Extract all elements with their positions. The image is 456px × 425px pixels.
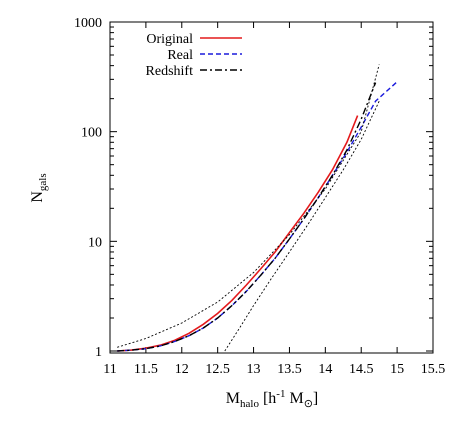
envelope-line-4 — [224, 100, 380, 352]
x-axis-label-mid: [h — [259, 390, 276, 407]
x-axis-label-tail: M — [285, 390, 303, 407]
x-axis-label-sup: -1 — [276, 388, 285, 400]
x-tick-label: 13.5 — [277, 362, 302, 377]
y-tick-label: 1000 — [74, 16, 102, 31]
series-line-original — [117, 115, 359, 352]
tick-labels: 11 11.5 12 12.5 13 13.5 14 14.5 15 15.5 1 10 100 1000 — [74, 16, 445, 377]
y-axis-label-sub: gals — [37, 173, 49, 191]
x-axis-label-sub: halo — [240, 398, 259, 410]
envelope-line-3 — [117, 64, 380, 348]
x-tick-label: 13 — [247, 362, 261, 377]
y-tick-label: 10 — [88, 235, 102, 250]
tick-marks — [109, 21, 434, 353]
y-axis-label-main: N — [29, 191, 46, 203]
x-tick-label: 11 — [103, 362, 116, 377]
y-tick-label: 1 — [95, 345, 102, 360]
legend-label-original: Original — [146, 32, 193, 47]
x-tick-label: 14.5 — [349, 362, 374, 377]
x-tick-label: 15.5 — [421, 362, 446, 377]
y-axis-label: Ngals — [29, 173, 49, 202]
x-tick-label: 15 — [390, 362, 404, 377]
series-line-redshift — [117, 82, 377, 352]
plot-frame — [109, 21, 434, 354]
x-tick-label: 14 — [318, 362, 332, 377]
x-tick-label: 11.5 — [134, 362, 158, 377]
x-tick-label: 12 — [175, 362, 189, 377]
legend-label-real: Real — [167, 48, 193, 63]
y-tick-label: 100 — [81, 126, 102, 141]
series-group — [117, 64, 398, 352]
x-axis-label: Mhalo [h-1 M⊙] — [226, 388, 318, 410]
series-line-real — [117, 81, 398, 352]
x-axis-label-sun-sub: ⊙ — [304, 398, 313, 410]
x-tick-label: 12.5 — [205, 362, 230, 377]
x-axis-label-main: M — [226, 390, 240, 407]
legend-label-redshift: Redshift — [146, 64, 194, 79]
x-axis-label-close: ] — [313, 390, 318, 407]
